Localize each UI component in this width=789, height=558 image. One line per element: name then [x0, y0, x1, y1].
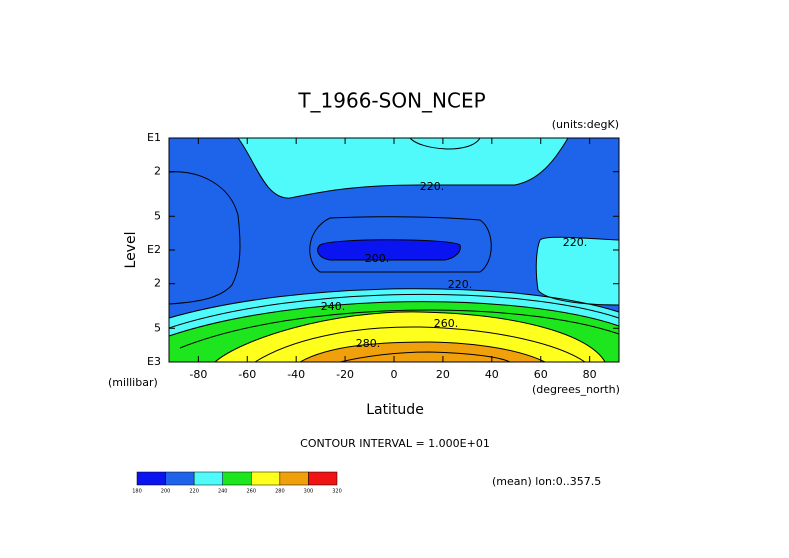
- colorbar-box: [193, 471, 223, 486]
- colorbar-label: 300: [304, 489, 314, 495]
- contour-label: 220.: [448, 278, 473, 291]
- colorbar-box: [136, 471, 166, 486]
- colorbar-label: 260: [247, 489, 257, 495]
- contour-line: [339, 351, 511, 363]
- contour-label: 280.: [356, 337, 381, 350]
- colorbar-box: [165, 471, 195, 486]
- colorbar-label: 240: [218, 489, 228, 495]
- colorbar-box: [279, 471, 309, 486]
- colorbar-label: 200: [161, 489, 171, 495]
- x-tick-label: 40: [485, 368, 499, 381]
- y-tick-label: 2: [154, 165, 161, 178]
- x-tick-label: -80: [189, 368, 207, 381]
- contour-region: [317, 239, 461, 260]
- contour-label: 240.: [321, 300, 346, 313]
- y-tick-label: E1: [147, 131, 161, 144]
- colorbar-box: [308, 471, 338, 486]
- colorbar-label: 280: [275, 489, 285, 495]
- y-axis-label: Level: [123, 232, 139, 269]
- contour-label: 220.: [420, 180, 445, 193]
- colorbar-label: 180: [132, 489, 142, 495]
- x-axis-label: Latitude: [366, 402, 424, 418]
- x-unit-label: (degrees_north): [532, 383, 620, 396]
- contour-line: [168, 171, 241, 305]
- contour-line: [168, 301, 620, 337]
- mean-label: (mean) lon:0..357.5: [492, 475, 601, 488]
- contour-label: 220.: [563, 236, 588, 249]
- y-tick-label: E3: [147, 355, 161, 368]
- x-tick-label: 80: [583, 368, 597, 381]
- contour-line: [254, 326, 586, 363]
- contour-line: [168, 288, 620, 319]
- contour-line: [317, 239, 461, 261]
- x-tick-label: -20: [336, 368, 354, 381]
- y-tick-label: 2: [154, 277, 161, 290]
- contour-region: [536, 237, 619, 305]
- colorbar-box: [222, 471, 252, 486]
- colorbar-label: 320: [332, 489, 342, 495]
- contour-line: [168, 293, 620, 329]
- y-tick-label: E2: [147, 243, 161, 256]
- x-tick-label: 60: [534, 368, 548, 381]
- contour-line: [409, 137, 481, 150]
- contour-line: [214, 311, 606, 363]
- x-tick-label: 20: [436, 368, 450, 381]
- units-label: (units:degK): [552, 118, 619, 131]
- y-unit-label: (millibar): [108, 376, 158, 389]
- contour-line: [309, 216, 492, 273]
- x-tick-label: -60: [238, 368, 256, 381]
- x-tick-label: 0: [391, 368, 398, 381]
- contour-line: [237, 137, 569, 199]
- x-tick-label: -40: [287, 368, 305, 381]
- y-tick-label: 5: [154, 209, 161, 222]
- y-tick-label: 5: [154, 321, 161, 334]
- contour-region: [238, 138, 568, 199]
- contour-label: 200.: [365, 252, 390, 265]
- contour-line: [179, 309, 620, 349]
- contour-line: [299, 341, 546, 363]
- contour-interval: CONTOUR INTERVAL = 1.000E+01: [300, 437, 490, 450]
- contour-label: 260.: [434, 317, 459, 330]
- chart-title: T_1966-SON_NCEP: [297, 89, 485, 113]
- colorbar-label: 220: [189, 489, 199, 495]
- colorbar-box: [251, 471, 281, 486]
